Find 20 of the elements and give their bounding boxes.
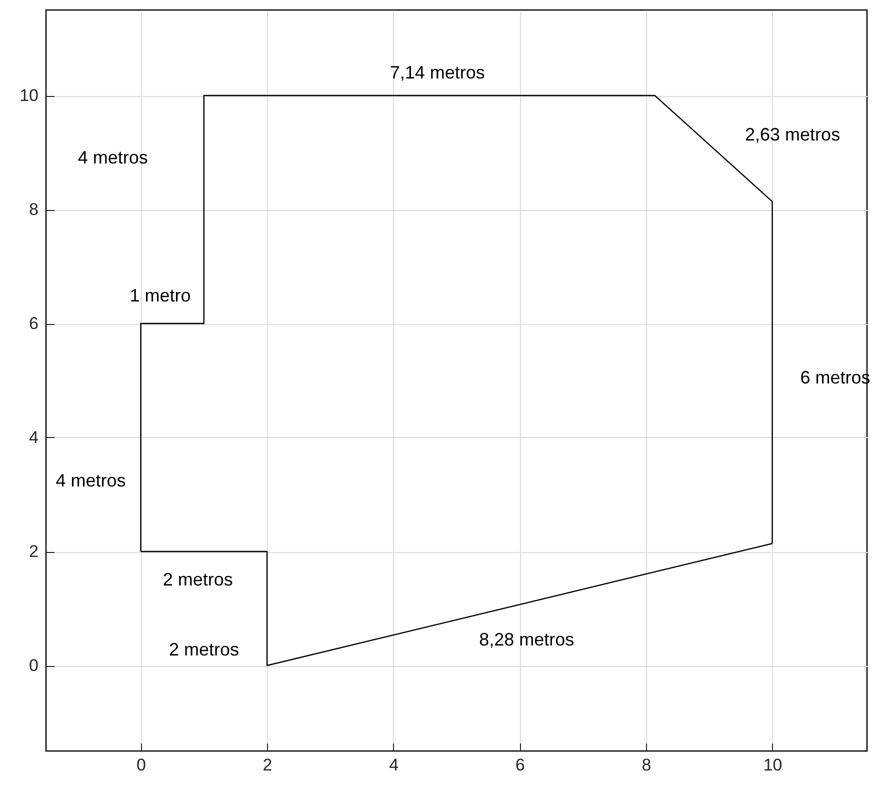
annotation: 4 metros [56,470,126,490]
x-tick-label: 10 [763,756,782,774]
y-tick-label: 6 [29,314,38,333]
y-tick-label: 0 [29,656,38,675]
annotation: 8,28 metros [479,630,574,650]
annotation: 2 metros [169,640,240,660]
annotation: 2,63 metros [745,124,840,145]
x-tick-label: 0 [136,756,146,774]
x-tick-label: 6 [515,756,525,774]
x-tick-label: 8 [642,756,652,774]
x-tick-label: 2 [262,756,272,774]
annotation: 4 metros [78,148,148,168]
y-tick-label: 2 [29,542,38,561]
annotation: 1 metro [130,286,191,306]
y-tick-label: 8 [29,200,38,219]
y-tick-label: 4 [29,428,38,447]
x-tick-label: 4 [389,756,399,774]
annotation: 7,14 metros [390,62,485,82]
annotation: 2 metros [162,570,233,590]
y-tick-label: 10 [20,86,38,105]
